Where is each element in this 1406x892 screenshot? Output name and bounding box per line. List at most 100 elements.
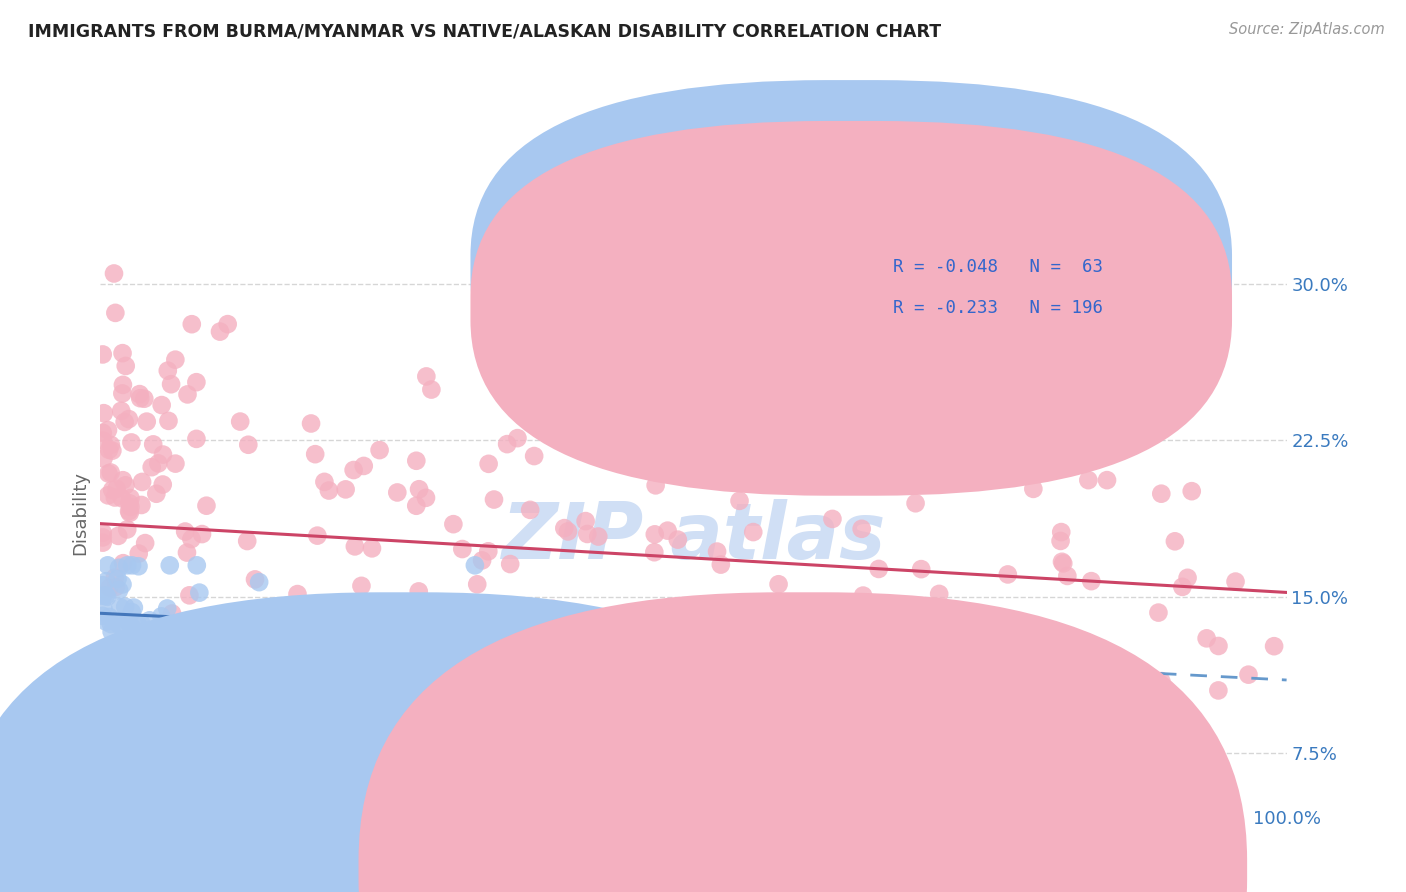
Point [247,639,270,653]
Point [91,434,114,448]
Point [128,628,150,642]
Point [350,579,373,593]
Text: ZIP atlas: ZIP atlas [502,499,886,574]
Point [128,559,150,574]
Point [496,437,519,451]
Point [152,448,174,462]
Point [477,544,499,558]
Point [93,451,115,466]
Point [131,475,153,489]
Point [134,536,156,550]
Point [465,577,488,591]
Point [959,704,981,718]
Point [101,670,124,684]
Point [318,483,340,498]
Point [449,660,471,674]
Point [108,583,131,598]
Point [1171,580,1194,594]
Point [689,607,711,621]
Text: R = -0.233   N = 196: R = -0.233 N = 196 [893,300,1102,318]
Point [114,359,136,373]
Point [1225,574,1247,589]
Point [98,610,121,624]
Point [838,477,860,491]
Point [165,457,187,471]
Point [387,485,409,500]
Point [1147,606,1170,620]
Point [136,678,159,692]
Point [138,687,160,701]
Point [165,352,187,367]
Point [186,432,208,446]
Point [156,601,179,615]
Point [98,442,121,457]
Point [1031,440,1053,454]
Text: R = -0.048   N =  63: R = -0.048 N = 63 [893,259,1102,277]
Point [950,475,973,490]
Point [373,680,395,694]
Point [478,457,501,471]
Point [943,624,966,638]
Point [240,602,263,616]
Point [176,545,198,559]
Point [1150,674,1173,689]
Point [122,600,145,615]
Point [744,626,766,640]
Point [121,605,143,619]
Point [464,558,486,573]
Point [405,499,427,513]
Point [506,431,529,445]
Point [91,681,114,696]
Point [591,402,613,417]
Point [121,558,143,573]
Point [145,487,167,501]
Point [101,443,124,458]
Point [651,634,673,648]
Point [97,423,120,437]
Point [114,478,136,492]
Point [912,473,935,487]
Point [111,377,134,392]
Point [167,630,190,644]
Point [91,646,114,660]
Point [969,459,991,474]
Point [110,600,132,615]
Point [441,517,464,532]
Point [710,558,733,572]
Point [1181,484,1204,499]
Point [129,391,152,405]
Point [1095,473,1118,487]
Point [195,499,218,513]
Point [128,387,150,401]
Point [217,317,239,331]
Point [100,624,122,639]
Point [138,613,160,627]
Point [139,633,162,648]
Point [1177,571,1199,585]
Point [91,530,114,544]
Point [336,630,359,644]
Point [160,377,183,392]
Point [1050,555,1073,569]
Point [120,491,142,505]
Point [353,458,375,473]
Point [117,558,139,573]
Point [115,523,138,537]
Point [927,694,949,708]
Point [555,417,578,431]
Point [742,524,765,539]
Point [243,573,266,587]
Point [134,392,156,406]
Point [93,648,115,663]
Point [236,534,259,549]
Point [530,417,553,431]
Point [1056,569,1078,583]
Point [730,412,752,426]
Point [1122,690,1144,704]
Point [576,527,599,541]
Point [191,527,214,541]
Point [644,478,666,492]
Point [852,589,875,603]
Point [115,614,138,628]
Point [499,557,522,571]
